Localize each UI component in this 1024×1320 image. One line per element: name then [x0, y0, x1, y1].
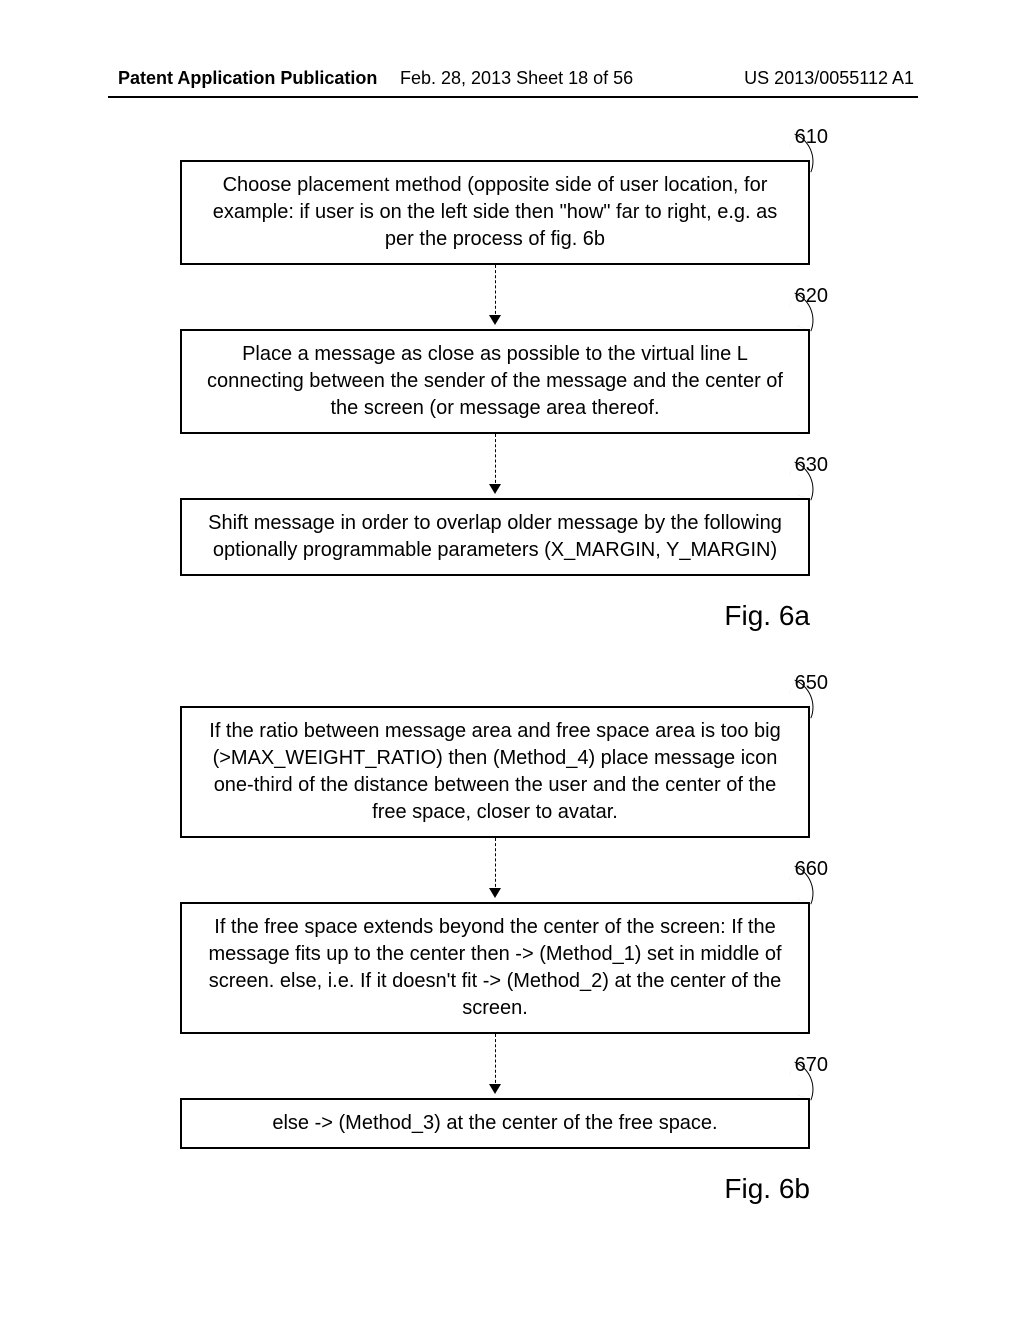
arrow-650-660: 660: [180, 838, 810, 902]
ref-label-610: 610: [795, 126, 828, 149]
arrow-head-icon: [489, 484, 501, 494]
flow-box-670: else -> (Method_3) at the center of the …: [180, 1098, 810, 1149]
flow-box-630: Shift message in order to overlap older …: [180, 498, 810, 576]
arrow-head-icon: [489, 1084, 501, 1094]
fig-6a-label-area: Fig. 6a: [180, 576, 810, 696]
arrow-head-icon: [489, 888, 501, 898]
arrow-line: [495, 265, 496, 319]
header-center: Feb. 28, 2013 Sheet 18 of 56: [400, 68, 633, 89]
arrow-610-620: 620: [180, 265, 810, 329]
figure-6a: 610 Choose placement method (opposite si…: [180, 160, 810, 696]
page: Patent Application Publication Feb. 28, …: [0, 0, 1024, 1320]
ref-label-620: 620: [795, 285, 828, 308]
header-left: Patent Application Publication: [118, 68, 377, 89]
ref-label-650: 650: [795, 672, 828, 695]
ref-label-630: 630: [795, 454, 828, 477]
figure-6b: 650 If the ratio between message area an…: [180, 706, 810, 1269]
arrow-660-670: 670: [180, 1034, 810, 1098]
arrow-line: [495, 838, 496, 892]
diagram-content: 610 Choose placement method (opposite si…: [180, 160, 810, 1269]
page-header: Patent Application Publication Feb. 28, …: [0, 68, 1024, 104]
flow-box-650: If the ratio between message area and fr…: [180, 706, 810, 838]
arrow-line: [495, 434, 496, 488]
arrow-line: [495, 1034, 496, 1088]
arrow-620-630: 630: [180, 434, 810, 498]
header-rule: [108, 96, 918, 98]
flow-box-660: If the free space extends beyond the cen…: [180, 902, 810, 1034]
arrow-head-icon: [489, 315, 501, 325]
header-right: US 2013/0055112 A1: [744, 68, 914, 89]
ref-label-670: 670: [795, 1054, 828, 1077]
figure-label-6b: Fig. 6b: [724, 1173, 810, 1205]
fig-6b-label-area: Fig. 6b: [180, 1149, 810, 1269]
flow-box-610: Choose placement method (opposite side o…: [180, 160, 810, 265]
ref-label-660: 660: [795, 858, 828, 881]
figure-label-6a: Fig. 6a: [724, 600, 810, 632]
flow-box-620: Place a message as close as possible to …: [180, 329, 810, 434]
